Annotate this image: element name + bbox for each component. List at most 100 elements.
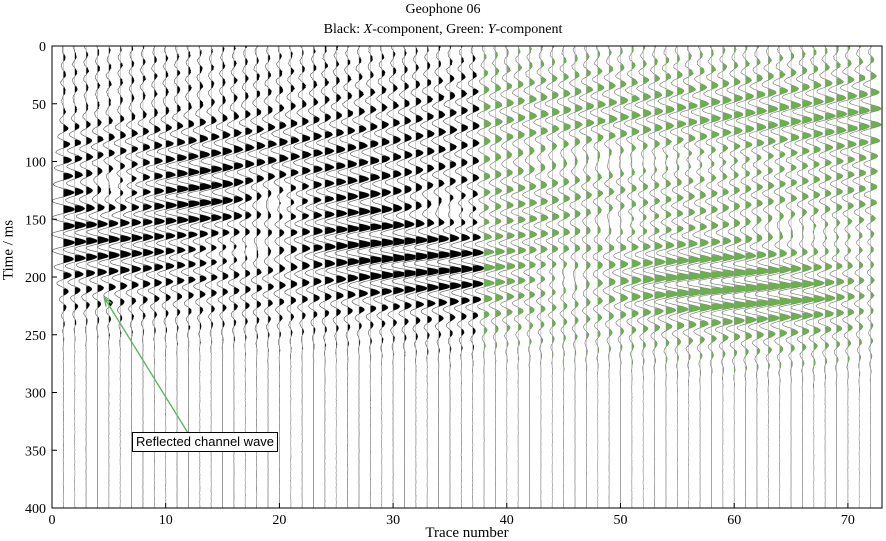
trace-31 — [391, 45, 418, 509]
trace-62 — [744, 45, 770, 509]
trace-14 — [199, 45, 224, 509]
trace-38 — [473, 45, 496, 509]
trace-29 — [368, 45, 395, 509]
trace-55 — [664, 45, 691, 509]
trace-67 — [802, 45, 826, 509]
y-tick-label: 300 — [25, 387, 46, 402]
y-tick-label: 200 — [25, 271, 46, 286]
x-tick-label: 60 — [727, 513, 741, 528]
trace-32 — [402, 45, 429, 509]
chart-title: Geophone 06 — [405, 2, 481, 17]
trace-43 — [533, 45, 549, 509]
trace-3 — [74, 46, 98, 509]
trace-64 — [766, 45, 793, 508]
trace-35 — [436, 45, 463, 509]
trace-34 — [425, 45, 452, 508]
trace-21 — [281, 45, 301, 509]
subtitle-y-italic: Y — [487, 22, 496, 37]
x-tick-label: 50 — [613, 513, 627, 528]
trace-24 — [313, 45, 336, 509]
trace-41 — [510, 45, 526, 509]
y-tick-label: 100 — [25, 156, 46, 171]
trace-44 — [544, 45, 560, 509]
trace-13 — [187, 45, 213, 509]
trace-27 — [346, 45, 373, 509]
trace-5 — [96, 45, 121, 509]
trace-61 — [732, 45, 759, 509]
trace-2 — [62, 45, 87, 509]
trace-10 — [154, 45, 178, 509]
trace-1 — [50, 45, 76, 508]
y-tick-label: 400 — [25, 502, 46, 517]
trace-20 — [270, 45, 289, 509]
ticks-layer: 0 10 20 30 40 50 60 70 0 50 100 150 200 250 300 350 400 — [25, 40, 855, 528]
annotation-arrow-layer — [103, 296, 189, 434]
trace-30 — [380, 45, 406, 509]
trace-46 — [566, 45, 583, 509]
trace-57 — [687, 45, 714, 509]
trace-18 — [247, 45, 266, 509]
trace-23 — [303, 45, 323, 509]
trace-66 — [789, 46, 815, 509]
trace-40 — [497, 45, 516, 509]
x-tick-label: 30 — [386, 513, 400, 528]
trace-58 — [698, 45, 725, 508]
trace-65 — [778, 45, 804, 508]
trace-50 — [612, 46, 629, 509]
trace-72 — [859, 45, 882, 509]
trace-49 — [600, 45, 618, 509]
trace-28 — [357, 45, 384, 509]
trace-45 — [555, 45, 572, 509]
x-axis-label: Trace number — [425, 525, 509, 541]
trace-70 — [836, 45, 859, 509]
trace-71 — [848, 45, 871, 509]
trace-68 — [814, 46, 836, 509]
subtitle-part2: -component, Green: — [372, 22, 488, 37]
trace-16 — [223, 45, 244, 509]
trace-17 — [235, 45, 255, 509]
subtitle-part3: -component — [495, 22, 563, 37]
trace-47 — [578, 45, 595, 509]
trace-22 — [292, 45, 312, 508]
x-tick-label: 20 — [272, 513, 286, 528]
trace-6 — [108, 45, 132, 509]
annotation-arrow — [103, 297, 189, 434]
trace-51 — [622, 45, 642, 508]
trace-26 — [334, 45, 361, 509]
subtitle-x-italic: X — [363, 22, 373, 37]
trace-7 — [120, 45, 143, 508]
trace-63 — [755, 45, 782, 509]
trace-36 — [448, 45, 475, 509]
annotation-arrowhead — [103, 296, 112, 307]
x-tick-label: 70 — [841, 513, 855, 528]
trace-15 — [211, 45, 234, 509]
trace-9 — [143, 45, 165, 509]
trace-25 — [324, 45, 349, 509]
trace-11 — [164, 45, 190, 509]
trace-60 — [721, 45, 748, 508]
trace-12 — [175, 45, 202, 508]
chart-subtitle: Black: X-component, Green: Y-component — [0, 22, 886, 38]
trace-69 — [825, 45, 848, 509]
annotation-label: Reflected channel wave — [132, 432, 279, 452]
trace-37 — [460, 45, 485, 508]
trace-42 — [521, 45, 538, 508]
trace-8 — [132, 45, 154, 509]
trace-39 — [485, 45, 506, 508]
trace-52 — [631, 45, 655, 508]
trace-19 — [259, 45, 278, 509]
x-tick-label: 40 — [500, 513, 514, 528]
y-tick-label: 350 — [25, 444, 46, 459]
traces-layer — [50, 45, 882, 509]
y-tick-label: 50 — [32, 98, 46, 113]
trace-53 — [642, 45, 668, 508]
trace-59 — [709, 45, 736, 509]
trace-33 — [414, 45, 441, 508]
trace-4 — [85, 45, 110, 509]
y-tick-label: 0 — [39, 40, 46, 55]
subtitle-part1: Black: — [323, 22, 364, 37]
y-tick-label: 250 — [25, 329, 46, 344]
trace-48 — [589, 45, 606, 509]
y-tick-label: 150 — [25, 213, 46, 228]
